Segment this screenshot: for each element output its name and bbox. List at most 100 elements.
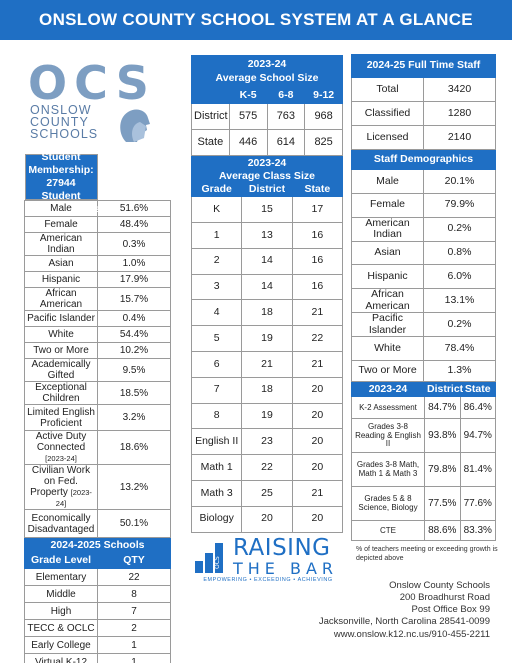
- staff-row-value: 3420: [423, 77, 496, 102]
- schools-row-label: High: [24, 602, 98, 620]
- student-row-value: 9.5%: [97, 358, 171, 382]
- student-row-value: 48.4%: [97, 216, 171, 233]
- class-size-district: 18: [241, 299, 293, 327]
- class-size-row-label: 3: [190, 273, 243, 301]
- student-row: Pacific Islander 0.4%: [24, 310, 171, 327]
- staff-row-label: Total: [351, 77, 424, 102]
- assessment-district: 93.8%: [424, 418, 461, 454]
- school-size-value: 614: [266, 129, 306, 156]
- staff-demographics-table: Staff Demographics Male 20.1% Female 79.9% A…: [351, 150, 496, 383]
- staff-demo-row-value: 6.0%: [423, 264, 496, 290]
- left-column: OCS ONSLOW COUNTY SCHOOLS 2024-25 Studen…: [24, 56, 171, 663]
- staff-demo-row-value: 13.1%: [423, 288, 496, 314]
- student-row: Hispanic 17.9%: [24, 271, 171, 288]
- class-size-header: 2023-24 Average Class Size: [191, 155, 343, 185]
- staff-demo-row-label: Two or More: [351, 360, 424, 383]
- staff-demo-row-label: African American: [351, 288, 424, 314]
- school-size-row: State 446 614 825: [191, 129, 343, 156]
- assessment-state: 94.7%: [459, 418, 496, 454]
- student-row-value: 13.2%: [97, 464, 171, 510]
- schools-row-value: 7: [97, 602, 171, 620]
- school-size-col-68: 6-8: [266, 87, 306, 104]
- student-row: Male 51.6%: [24, 200, 171, 217]
- class-size-district: 14: [241, 247, 293, 275]
- staff-demo-row: Pacific Islander 0.2%: [351, 312, 496, 338]
- staff-row-value: 2140: [423, 125, 496, 150]
- student-row-value: 18.6%: [97, 430, 171, 465]
- student-row-label: Female: [24, 216, 98, 233]
- assessment-district: 77.5%: [424, 486, 461, 522]
- student-row-value: 1.0%: [97, 255, 171, 272]
- student-row-label: Civilian Work on Fed. Property [2023-24]: [24, 464, 98, 510]
- raising-bars-icon: OCS: [195, 543, 223, 573]
- right-column: 2024-25 Full Time Staff Total 3420 Classif…: [351, 54, 496, 542]
- assessment-col-district: District: [424, 382, 463, 398]
- student-row-note: [2023-24]: [45, 454, 77, 463]
- class-size-row: 8 19 20: [190, 402, 344, 430]
- class-size-col-grade: Grade: [190, 183, 243, 198]
- student-row-note: [2023-24]: [55, 488, 92, 508]
- school-size-table: 2023-24 Average School Size K-5 6-8 9-12…: [191, 55, 343, 156]
- class-size-row: 2 14 16: [190, 247, 344, 275]
- address-block: Onslow County Schools 200 Broadhurst Roa…: [319, 580, 490, 641]
- staff-demo-row-value: 79.9%: [423, 192, 496, 218]
- student-row-label: Pacific Islander: [24, 310, 98, 327]
- student-row-value: 50.1%: [97, 509, 171, 538]
- schools-row-value: 2: [97, 619, 171, 637]
- ocs-logo: OCS ONSLOW COUNTY SCHOOLS: [24, 56, 171, 148]
- staff-demo-row-value: 0.8%: [423, 240, 496, 266]
- assessment-col-state: State: [459, 382, 496, 398]
- student-row-label: Two or More: [24, 342, 98, 359]
- class-size-row: K 15 17: [190, 196, 344, 224]
- student-row: Academically Gifted 9.5%: [24, 358, 171, 382]
- staff-row: Classified 1280: [351, 101, 496, 126]
- class-size-district: 19: [241, 402, 293, 430]
- assessment-state: 81.4%: [459, 452, 496, 488]
- staff-demo-row-label: White: [351, 336, 424, 362]
- staff-demo-header: Staff Demographics: [351, 150, 496, 170]
- school-size-corner: [191, 87, 230, 104]
- schools-row-label: TECC & OCLC: [24, 619, 98, 637]
- staff-demo-row-label: Pacific Islander: [351, 312, 424, 338]
- student-row-value: 18.5%: [97, 381, 171, 405]
- class-size-row-label: 5: [190, 325, 243, 353]
- staff-demo-row-label: Asian: [351, 240, 424, 266]
- staff-demo-row-label: American Indian: [351, 216, 424, 242]
- school-size-row: District 575 763 968: [191, 103, 343, 130]
- student-row-label: African American: [24, 287, 98, 311]
- student-row: African American 15.7%: [24, 287, 171, 311]
- class-size-row-label: Math 1: [190, 454, 243, 482]
- student-row-value: 3.2%: [97, 404, 171, 431]
- schools-table: 2024-2025 Schools Grade Level QTY Elemen…: [24, 538, 171, 663]
- student-row-label: Academically Gifted: [24, 358, 98, 382]
- class-size-row-label: 2: [190, 247, 243, 275]
- staff-demo-row: Male 20.1%: [351, 169, 496, 194]
- class-size-row-label: K: [190, 196, 243, 224]
- address-org: Onslow County Schools: [389, 580, 490, 591]
- schools-header: 2024-2025 Schools: [24, 538, 171, 554]
- assessment-col-year: 2023-24: [351, 382, 425, 398]
- raising-tagline: EMPOWERING • EXCEEDING • ACHIEVING: [203, 577, 333, 583]
- logo-letters: OCS: [28, 56, 156, 110]
- class-size-row: 6 21 21: [190, 351, 344, 378]
- class-size-row-label: English II: [190, 428, 243, 456]
- svg-text:OCS: OCS: [214, 556, 221, 569]
- logo-text: ONSLOW COUNTY SCHOOLS: [30, 103, 99, 141]
- assessment-state: 83.3%: [459, 520, 496, 542]
- page-title: ONSLOW COUNTY SCHOOL SYSTEM AT A GLANCE: [0, 0, 512, 40]
- schools-row: Middle 8: [24, 585, 171, 603]
- staff-row-label: Classified: [351, 101, 424, 126]
- school-size-header: 2023-24 Average School Size: [191, 55, 343, 88]
- schools-row-value: 1: [97, 653, 171, 663]
- class-size-state: 21: [291, 299, 344, 327]
- raising-the-bar-logo: OCS RAISING THE BAR EMPOWERING • EXCEEDI…: [193, 535, 343, 583]
- staff-demo-row: Two or More 1.3%: [351, 360, 496, 383]
- assessment-district: 84.7%: [424, 396, 461, 420]
- class-size-col-state: State: [291, 183, 344, 198]
- student-demographics-table: 2024-25 Student Membership: 27944 Studen…: [24, 138, 171, 538]
- profile-head-icon: [120, 109, 150, 142]
- student-row: Female 48.4%: [24, 216, 171, 233]
- staff-row: Total 3420: [351, 77, 496, 102]
- the-bar-text: THE BAR: [233, 559, 339, 578]
- class-size-table: 2023-24 Average Class Size Grade Distric…: [190, 155, 344, 533]
